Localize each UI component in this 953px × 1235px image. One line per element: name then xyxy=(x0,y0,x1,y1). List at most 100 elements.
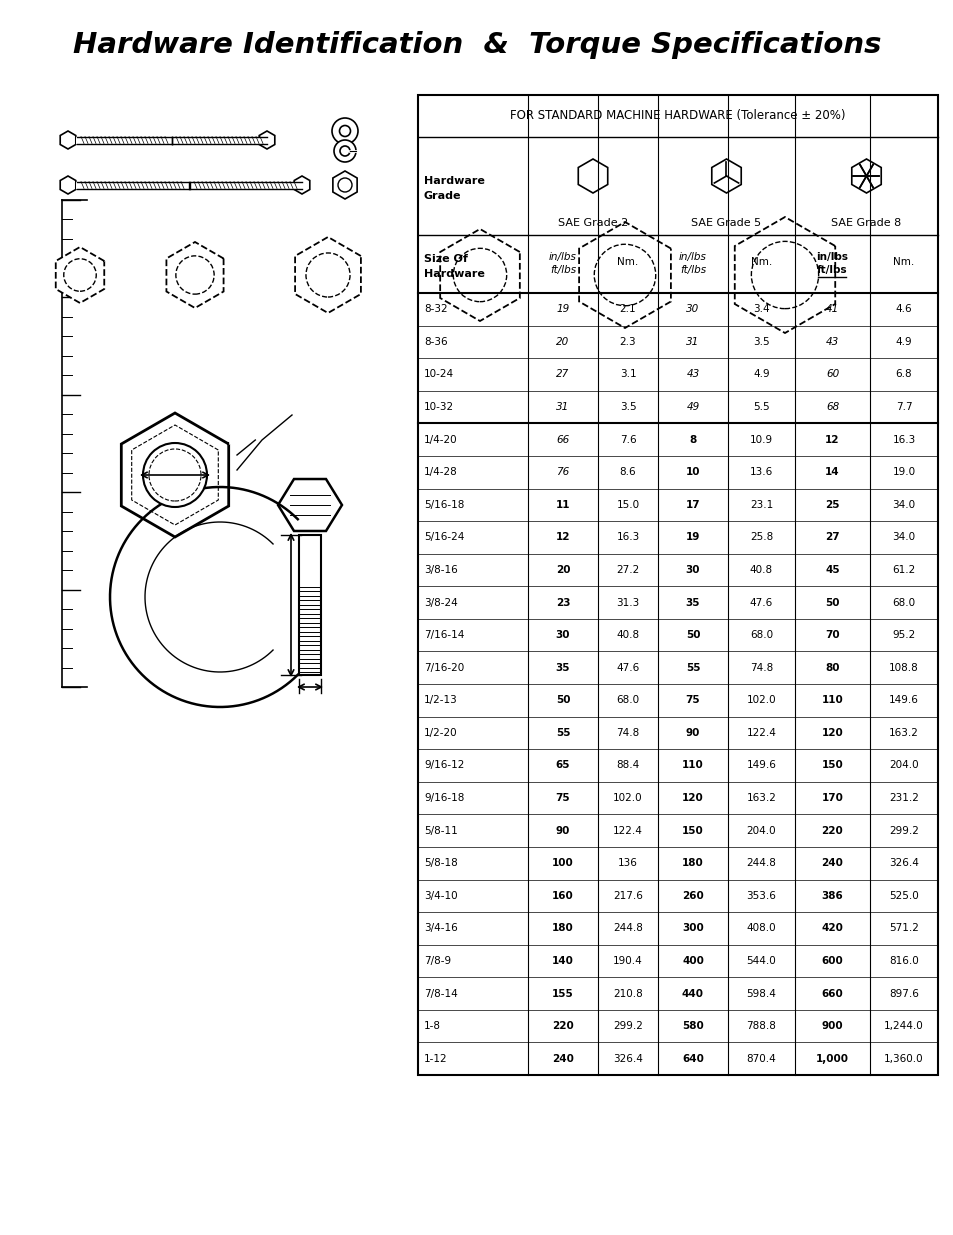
Text: 50: 50 xyxy=(685,630,700,640)
Text: 75: 75 xyxy=(555,793,570,803)
Text: ft/lbs: ft/lbs xyxy=(679,266,705,275)
Text: Hardware: Hardware xyxy=(423,177,484,186)
Text: 30: 30 xyxy=(556,630,570,640)
Text: 870.4: 870.4 xyxy=(746,1053,776,1063)
Text: SAE Grade 8: SAE Grade 8 xyxy=(830,219,901,228)
Text: 7/8-14: 7/8-14 xyxy=(423,988,457,999)
Polygon shape xyxy=(277,479,341,531)
Text: 190.4: 190.4 xyxy=(613,956,642,966)
Text: 400: 400 xyxy=(681,956,703,966)
Text: 220: 220 xyxy=(552,1021,574,1031)
Polygon shape xyxy=(294,237,360,312)
Text: 3.5: 3.5 xyxy=(753,337,769,347)
Text: 66: 66 xyxy=(556,435,569,445)
Text: 4.9: 4.9 xyxy=(753,369,769,379)
Text: 1/2-20: 1/2-20 xyxy=(423,727,457,737)
Text: 4.6: 4.6 xyxy=(895,304,911,314)
Text: SAE Grade 2: SAE Grade 2 xyxy=(558,219,627,228)
Polygon shape xyxy=(60,131,75,149)
Text: 19.0: 19.0 xyxy=(891,467,915,477)
Text: 204.0: 204.0 xyxy=(746,826,776,836)
Text: 5/8-18: 5/8-18 xyxy=(423,858,457,868)
Text: 35: 35 xyxy=(685,598,700,608)
Text: 7/16-14: 7/16-14 xyxy=(423,630,464,640)
Text: 544.0: 544.0 xyxy=(746,956,776,966)
Text: 80: 80 xyxy=(824,663,839,673)
Text: 244.8: 244.8 xyxy=(613,924,642,934)
Text: 149.6: 149.6 xyxy=(888,695,918,705)
Text: 50: 50 xyxy=(556,695,570,705)
Text: 8: 8 xyxy=(689,435,696,445)
Polygon shape xyxy=(578,222,670,329)
Polygon shape xyxy=(60,177,75,194)
Text: 386: 386 xyxy=(821,890,842,900)
Text: 326.4: 326.4 xyxy=(613,1053,642,1063)
Text: 10-32: 10-32 xyxy=(423,403,454,412)
Text: 900: 900 xyxy=(821,1021,842,1031)
Text: 788.8: 788.8 xyxy=(746,1021,776,1031)
Text: 120: 120 xyxy=(821,727,842,737)
Circle shape xyxy=(337,178,352,191)
Text: 140: 140 xyxy=(552,956,574,966)
Text: Size Of: Size Of xyxy=(423,254,467,264)
Bar xyxy=(171,137,268,143)
Text: 1,000: 1,000 xyxy=(815,1053,848,1063)
Bar xyxy=(189,182,303,189)
Polygon shape xyxy=(439,228,519,321)
Text: 163.2: 163.2 xyxy=(888,727,918,737)
Text: 13.6: 13.6 xyxy=(749,467,772,477)
Text: 3/4-10: 3/4-10 xyxy=(423,890,457,900)
Text: 60: 60 xyxy=(825,369,839,379)
Text: 240: 240 xyxy=(552,1053,574,1063)
Text: 1/2-13: 1/2-13 xyxy=(423,695,457,705)
Text: 68.0: 68.0 xyxy=(891,598,915,608)
Text: 180: 180 xyxy=(552,924,574,934)
Text: 299.2: 299.2 xyxy=(613,1021,642,1031)
Text: 3/8-16: 3/8-16 xyxy=(423,564,457,576)
Text: 19: 19 xyxy=(685,532,700,542)
Text: 102.0: 102.0 xyxy=(746,695,776,705)
Text: 5/16-18: 5/16-18 xyxy=(423,500,464,510)
Text: 74.8: 74.8 xyxy=(749,663,772,673)
Text: 25: 25 xyxy=(824,500,839,510)
Text: FOR STANDARD MACHINE HARDWARE (Tolerance ± 20%): FOR STANDARD MACHINE HARDWARE (Tolerance… xyxy=(510,110,845,122)
Text: 110: 110 xyxy=(821,695,842,705)
Text: 3.5: 3.5 xyxy=(619,403,636,412)
Circle shape xyxy=(339,126,350,137)
Text: 204.0: 204.0 xyxy=(888,761,918,771)
Text: 122.4: 122.4 xyxy=(613,826,642,836)
Text: 31.3: 31.3 xyxy=(616,598,639,608)
Text: 30: 30 xyxy=(685,304,699,314)
Text: 34.0: 34.0 xyxy=(891,532,915,542)
Text: 8-36: 8-36 xyxy=(423,337,447,347)
Polygon shape xyxy=(55,247,104,303)
Text: 49: 49 xyxy=(685,403,699,412)
Text: 90: 90 xyxy=(685,727,700,737)
Text: 300: 300 xyxy=(681,924,703,934)
Text: 217.6: 217.6 xyxy=(613,890,642,900)
Text: 41: 41 xyxy=(825,304,839,314)
Text: Hardware Identification  &  Torque Specifications: Hardware Identification & Torque Specifi… xyxy=(72,31,881,59)
Text: 10: 10 xyxy=(685,467,700,477)
Text: 3.1: 3.1 xyxy=(619,369,636,379)
Text: 7/8-9: 7/8-9 xyxy=(423,956,451,966)
Text: 240: 240 xyxy=(821,858,842,868)
Polygon shape xyxy=(333,170,356,199)
Text: 260: 260 xyxy=(681,890,703,900)
Text: 108.8: 108.8 xyxy=(888,663,918,673)
Text: 600: 600 xyxy=(821,956,842,966)
Text: SAE Grade 5: SAE Grade 5 xyxy=(691,219,760,228)
Text: 68.0: 68.0 xyxy=(616,695,639,705)
Text: 40.8: 40.8 xyxy=(749,564,772,576)
Text: 55: 55 xyxy=(556,727,570,737)
Text: 163.2: 163.2 xyxy=(746,793,776,803)
Text: 149.6: 149.6 xyxy=(746,761,776,771)
Text: 70: 70 xyxy=(824,630,839,640)
Text: 10.9: 10.9 xyxy=(749,435,772,445)
Bar xyxy=(76,137,172,143)
Text: ft/lbs: ft/lbs xyxy=(817,266,847,275)
Text: 43: 43 xyxy=(825,337,839,347)
Polygon shape xyxy=(734,217,835,333)
Text: 326.4: 326.4 xyxy=(888,858,918,868)
Text: 23: 23 xyxy=(556,598,570,608)
